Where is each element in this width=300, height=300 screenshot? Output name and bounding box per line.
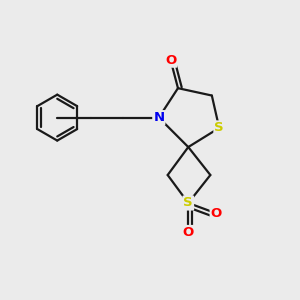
Text: S: S xyxy=(214,122,224,134)
Text: O: O xyxy=(211,207,222,220)
Text: S: S xyxy=(184,196,193,209)
Text: N: N xyxy=(153,111,164,124)
Text: O: O xyxy=(165,54,176,67)
Text: O: O xyxy=(183,226,194,239)
